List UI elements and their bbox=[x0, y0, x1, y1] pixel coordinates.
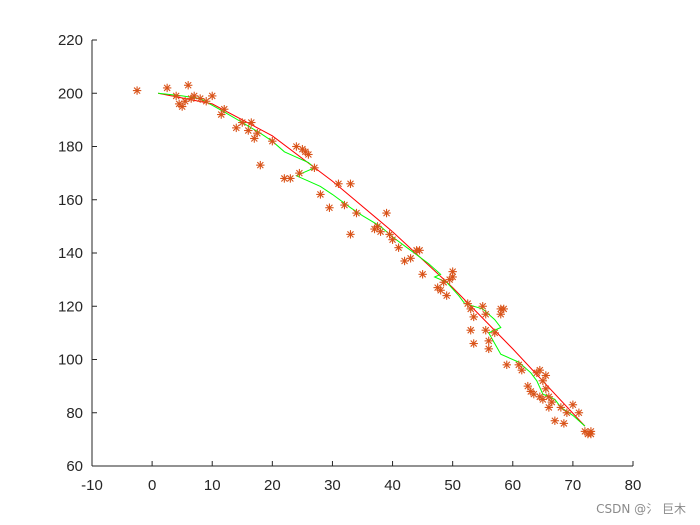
y-tick-label: 160 bbox=[58, 192, 83, 209]
data-point bbox=[448, 267, 457, 276]
data-point bbox=[517, 365, 526, 375]
data-point bbox=[502, 360, 511, 370]
data-point bbox=[132, 86, 142, 95]
x-tick-label: 60 bbox=[504, 477, 521, 494]
data-point bbox=[352, 208, 361, 218]
y-tick-label: 60 bbox=[66, 458, 83, 475]
fit-lines bbox=[158, 92, 586, 427]
y-tick-label: 80 bbox=[66, 405, 83, 422]
data-point bbox=[171, 91, 181, 101]
data-point bbox=[202, 97, 211, 106]
data-point bbox=[442, 291, 451, 300]
data-point bbox=[469, 339, 478, 348]
x-tick-label: 0 bbox=[148, 477, 156, 494]
green-fit-line bbox=[158, 92, 586, 427]
x-tick-label: 40 bbox=[384, 477, 401, 494]
data-point bbox=[373, 222, 382, 231]
data-point bbox=[220, 105, 229, 114]
data-point bbox=[316, 190, 325, 199]
data-point bbox=[484, 344, 493, 354]
y-tick-label: 200 bbox=[58, 85, 83, 102]
data-point bbox=[466, 326, 475, 335]
data-point bbox=[481, 326, 490, 335]
data-point bbox=[325, 203, 334, 212]
data-point bbox=[406, 254, 415, 263]
data-point bbox=[232, 123, 241, 133]
data-point bbox=[388, 235, 397, 244]
x-tick-label: 80 bbox=[625, 477, 642, 494]
x-tick-label: 30 bbox=[324, 477, 341, 494]
axes: -10 0 10 20 30 40 50 60 70 80 60 80 100 120 140 160 180 2… bbox=[58, 32, 641, 494]
x-tick-label: 10 bbox=[204, 477, 221, 494]
data-point bbox=[541, 371, 551, 380]
y-tick-label: 180 bbox=[58, 139, 83, 156]
data-point bbox=[574, 408, 584, 417]
data-point bbox=[496, 310, 505, 319]
data-point bbox=[436, 286, 445, 295]
x-tick-label: 50 bbox=[444, 477, 461, 494]
data-markers bbox=[132, 81, 596, 439]
data-point bbox=[346, 179, 355, 188]
data-point bbox=[346, 230, 355, 239]
data-point bbox=[238, 118, 247, 127]
x-tick-label: -10 bbox=[81, 477, 103, 494]
data-point bbox=[295, 168, 304, 178]
data-point bbox=[310, 163, 319, 172]
data-point bbox=[499, 304, 508, 314]
data-point bbox=[418, 270, 427, 279]
data-point bbox=[562, 408, 572, 417]
data-point bbox=[469, 312, 478, 322]
data-point bbox=[559, 419, 569, 428]
data-point bbox=[535, 365, 545, 375]
y-tick-label: 220 bbox=[58, 32, 83, 49]
data-point bbox=[541, 384, 551, 393]
data-point bbox=[183, 81, 193, 90]
data-point bbox=[466, 304, 475, 314]
data-point bbox=[196, 94, 205, 103]
data-point bbox=[253, 128, 262, 138]
data-point bbox=[478, 302, 487, 311]
data-point bbox=[382, 208, 391, 218]
data-point bbox=[256, 160, 265, 170]
data-point bbox=[286, 174, 295, 183]
data-point bbox=[208, 91, 217, 101]
data-point bbox=[586, 429, 596, 439]
data-point bbox=[292, 142, 301, 151]
data-point bbox=[415, 246, 424, 255]
data-point bbox=[250, 134, 259, 143]
data-point bbox=[340, 200, 349, 210]
data-point bbox=[247, 118, 256, 127]
watermark: CSDN @氵 巨木 bbox=[596, 502, 686, 516]
x-tick-label: 20 bbox=[264, 477, 281, 494]
data-point bbox=[556, 403, 566, 412]
data-point bbox=[280, 174, 289, 183]
red-fit-line bbox=[158, 92, 586, 427]
x-tick-label: 70 bbox=[565, 477, 582, 494]
data-point bbox=[304, 150, 313, 159]
data-point bbox=[484, 336, 493, 346]
data-point bbox=[394, 243, 403, 252]
data-point bbox=[490, 328, 499, 338]
data-point bbox=[400, 256, 409, 266]
data-point bbox=[334, 179, 343, 188]
data-point bbox=[177, 102, 187, 111]
data-point bbox=[376, 227, 385, 236]
data-point bbox=[568, 400, 578, 409]
y-tick-label: 100 bbox=[58, 352, 83, 369]
data-point bbox=[244, 126, 253, 135]
data-point bbox=[268, 136, 277, 146]
data-point bbox=[481, 310, 490, 319]
y-tick-label: 120 bbox=[58, 298, 83, 315]
data-point bbox=[550, 416, 560, 425]
data-point bbox=[547, 397, 557, 407]
data-point bbox=[162, 83, 172, 93]
y-tick-label: 140 bbox=[58, 245, 83, 262]
